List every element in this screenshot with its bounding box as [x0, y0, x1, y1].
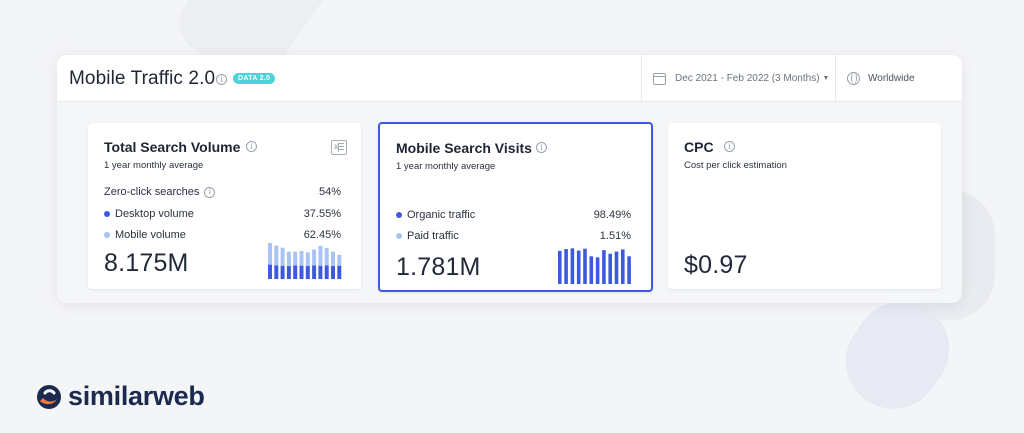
mobile-visits-value: 1.781M [396, 253, 481, 281]
visits-bar [564, 249, 568, 284]
desktop-bar [305, 266, 310, 279]
mobile-bar [299, 250, 304, 266]
row-value: 37.55% [303, 208, 341, 220]
desktop-bar [268, 264, 272, 279]
visits-bar [589, 256, 594, 284]
info-icon[interactable]: i [204, 186, 216, 198]
page-title: Mobile Traffic 2.0 [69, 68, 216, 89]
search-volume-trend-chart [268, 243, 342, 279]
globe-icon [847, 72, 860, 85]
zero-click-row: Zero-click searches i 54% [104, 185, 341, 199]
info-icon[interactable]: i [724, 141, 735, 152]
panel-header: Mobile Traffic 2.0 i DATA 2.0 Dec 2021 -… [57, 55, 962, 102]
row-value: 1.51% [599, 230, 631, 242]
card-subtitle: Cost per click estimation [684, 160, 787, 171]
visits-bar [583, 248, 587, 284]
visits-bar [621, 249, 625, 284]
desktop-bar [274, 265, 279, 279]
brand-logo: similarweb [36, 381, 205, 412]
mobile-traffic-panel: Mobile Traffic 2.0 i DATA 2.0 Dec 2021 -… [57, 55, 962, 303]
info-icon[interactable]: i [246, 141, 257, 152]
mobile-bar [286, 251, 291, 267]
visits-bar [602, 250, 606, 284]
calendar-icon [653, 72, 666, 85]
mobile-bar [280, 247, 285, 266]
date-range-picker[interactable]: Dec 2021 - Feb 2022 (3 Months) ▼ [649, 55, 835, 102]
visits-bar [558, 250, 562, 284]
row-label: Zero-click searches [104, 186, 200, 198]
mobile-bar [324, 248, 329, 266]
mobile-bar [312, 249, 317, 266]
row-label: Paid traffic [407, 230, 459, 242]
desktop-bar [324, 265, 329, 279]
mobile-bar [274, 245, 279, 266]
desktop-volume-row: Desktop volume 37.55% [104, 207, 341, 221]
similarweb-logo-icon [37, 384, 61, 409]
row-label: Mobile volume [115, 229, 186, 241]
divider [641, 55, 642, 102]
mobile-bar [305, 252, 310, 267]
divider [835, 55, 836, 102]
data-version-badge: DATA 2.0 [233, 73, 276, 84]
total-volume-value: 8.175M [104, 249, 189, 277]
info-icon[interactable]: i [216, 74, 227, 85]
row-value: 54% [318, 186, 341, 198]
brand-name: similarweb [68, 381, 205, 411]
row-label: Desktop volume [115, 208, 194, 220]
mobile-bar [337, 254, 342, 266]
total-search-volume-card[interactable]: Total Search Volume i x 1 year monthly a… [88, 123, 361, 289]
row-value: 62.45% [303, 229, 341, 241]
info-icon[interactable]: i [536, 142, 547, 153]
organic-legend-dot [396, 212, 402, 218]
cpc-value: $0.97 [684, 251, 748, 279]
visits-bar [576, 250, 581, 284]
desktop-bar [312, 265, 317, 279]
visits-bar [608, 253, 612, 284]
desktop-bar [337, 265, 342, 279]
desktop-legend-dot [104, 211, 110, 217]
cpc-card[interactable]: CPC i Cost per click estimation $0.97 [668, 123, 941, 289]
card-title: CPC [684, 139, 714, 155]
card-subtitle: 1 year monthly average [396, 161, 496, 172]
date-range-label: Dec 2021 - Feb 2022 (3 Months) [675, 73, 820, 84]
country-selector[interactable]: Worldwide [847, 55, 915, 102]
paid-legend-dot [396, 233, 402, 239]
desktop-bar [331, 266, 335, 279]
visits-bar [627, 256, 631, 284]
visits-bar [595, 257, 600, 284]
desktop-bar [293, 265, 298, 279]
card-title: Mobile Search Visits [396, 140, 532, 156]
mobile-bar [293, 251, 298, 266]
organic-traffic-row: Organic traffic 98.49% [396, 208, 631, 222]
background-shape [827, 282, 968, 428]
mobile-legend-dot [104, 232, 110, 238]
desktop-bar [318, 265, 323, 279]
mobile-bar [318, 245, 323, 266]
caret-down-icon: ▼ [822, 75, 830, 82]
mobile-bar [331, 251, 335, 267]
desktop-bar [299, 265, 304, 279]
paid-traffic-row: Paid traffic 1.51% [396, 229, 631, 243]
row-value: 98.49% [593, 209, 631, 221]
excel-export-icon[interactable]: x [331, 140, 347, 155]
desktop-bar [286, 266, 291, 279]
mobile-visits-trend-chart [558, 248, 631, 284]
visits-bar [614, 251, 619, 284]
desktop-bar [280, 265, 285, 279]
country-label: Worldwide [868, 73, 915, 84]
visits-bar [570, 248, 575, 284]
mobile-bar [268, 243, 272, 265]
card-subtitle: 1 year monthly average [104, 160, 204, 171]
card-title: Total Search Volume [104, 139, 241, 155]
row-label: Organic traffic [407, 209, 476, 221]
mobile-volume-row: Mobile volume 62.45% [104, 228, 341, 242]
mobile-search-visits-card[interactable]: Mobile Search Visits i 1 year monthly av… [378, 122, 653, 292]
